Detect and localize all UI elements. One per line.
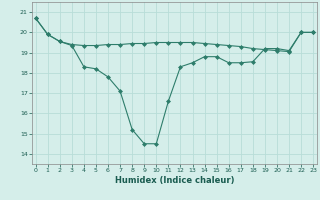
- X-axis label: Humidex (Indice chaleur): Humidex (Indice chaleur): [115, 176, 234, 185]
